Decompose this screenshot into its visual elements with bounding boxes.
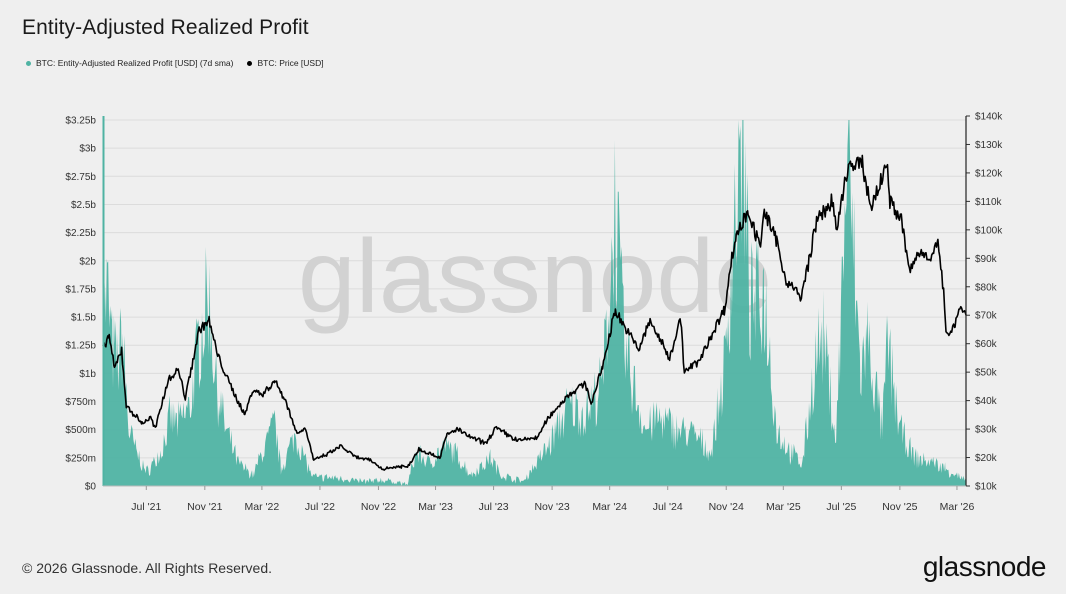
profit-area: [103, 120, 966, 486]
x-axis-tick-label: Jul '24: [653, 501, 683, 513]
axes: $0 $250m $500m $750m $1b $1.25b $1.5b $1.75b $2b…: [65, 112, 1003, 514]
left-axis-tick-label: $3.25b: [65, 116, 96, 127]
left-axis-tick-label: $3b: [79, 144, 96, 155]
right-axis-tick-label: $120k: [975, 168, 1003, 179]
price-line: [102, 154, 967, 471]
x-axis-tick-label: Nov '24: [709, 501, 744, 513]
watermark: glassnode: [298, 219, 772, 335]
left-axis-tick-label: $2.75b: [65, 172, 96, 183]
x-axis-tick-label: Mar '22: [245, 501, 280, 513]
x-axis-tick-label: Nov '23: [534, 501, 569, 513]
right-axis-tick-label: $60k: [975, 339, 998, 350]
left-axis-tick-label: $1.25b: [65, 341, 96, 352]
right-axis-tick-label: $100k: [975, 225, 1003, 236]
x-axis-tick-label: Mar '24: [592, 501, 627, 513]
glassnode-logo: glassnode: [922, 551, 1047, 582]
x-axis-tick-label: Mar '25: [766, 501, 801, 513]
price-line-group: [102, 154, 967, 471]
left-axis-tick-label: $2.25b: [65, 228, 96, 239]
legend-item-profit[interactable]: BTC: Entity-Adjusted Realized Profit [US…: [26, 58, 233, 68]
right-axis-tick-label: $140k: [975, 112, 1003, 123]
left-axis-tick-label: $750m: [65, 397, 96, 408]
right-axis-tick-label: $70k: [975, 311, 998, 322]
x-axis-tick-label: Mar '23: [418, 501, 453, 513]
legend-swatch-price: [247, 60, 253, 66]
right-axis-tick-label: $10k: [975, 482, 998, 493]
legend-label-price: BTC: Price [USD]: [257, 58, 324, 68]
legend-label-profit: BTC: Entity-Adjusted Realized Profit [US…: [36, 58, 234, 68]
left-axis-tick-label: $1.5b: [71, 313, 96, 324]
chart-title: Entity-Adjusted Realized Profit: [22, 16, 309, 39]
x-axis-tick-label: Jul '25: [826, 501, 856, 513]
legend-swatch-profit: [26, 60, 31, 66]
left-axis-tick-label: $2b: [79, 256, 96, 267]
x-axis-tick-label: Jul '21: [131, 501, 161, 513]
left-axis-tick-label: $250m: [65, 453, 96, 464]
right-axis-tick-label: $80k: [975, 282, 998, 293]
x-axis-tick-label: Jul '22: [305, 501, 335, 513]
x-axis-tick-label: Nov '22: [361, 501, 396, 513]
right-axis-tick-label: $40k: [975, 396, 998, 407]
right-axis-tick-label: $20k: [975, 453, 998, 464]
x-axis-tick-label: Mar '26: [940, 501, 975, 513]
left-axis-tick-label: $500m: [65, 425, 96, 436]
x-axis-tick-label: Jul '23: [479, 501, 509, 513]
right-axis-tick-label: $90k: [975, 254, 998, 265]
copyright-footer: © 2026 Glassnode. All Rights Reserved.: [22, 560, 273, 576]
left-axis-tick-label: $2.5b: [71, 200, 96, 211]
legend-item-price[interactable]: BTC: Price [USD]: [247, 58, 324, 68]
grid-lines: [103, 119, 966, 487]
x-axis-tick-label: Nov '21: [187, 501, 222, 513]
right-axis-tick-label: $130k: [975, 140, 1003, 151]
left-axis-tick-label: $1.75b: [65, 284, 96, 295]
left-axis-tick-label: $1b: [79, 369, 96, 380]
right-axis-tick-label: $30k: [975, 425, 998, 436]
x-axis-tick-label: Nov '25: [882, 501, 917, 513]
right-axis-tick-label: $50k: [975, 368, 998, 379]
profit-area-group: [103, 120, 966, 486]
legend: BTC: Entity-Adjusted Realized Profit [US…: [26, 58, 324, 68]
right-axis-tick-label: $110k: [975, 197, 1003, 208]
left-axis-tick-label: $0: [85, 482, 97, 493]
